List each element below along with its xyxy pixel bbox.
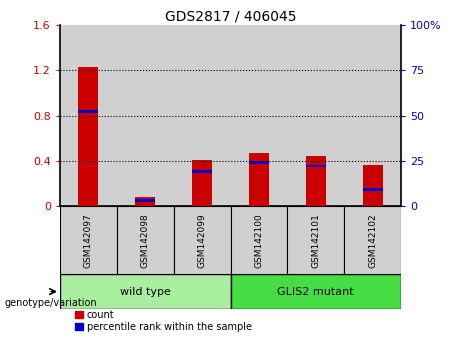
Bar	[230, 206, 287, 274]
Text: GSM142101: GSM142101	[311, 213, 320, 268]
Bar	[287, 206, 344, 274]
Bar	[117, 206, 174, 274]
Bar	[117, 25, 174, 206]
Bar	[306, 165, 326, 167]
Text: GSM142097: GSM142097	[84, 213, 93, 268]
Bar	[249, 153, 269, 206]
Bar	[363, 165, 383, 206]
Bar	[230, 25, 287, 206]
Bar	[230, 274, 401, 309]
Text: GLIS2 mutant: GLIS2 mutant	[278, 287, 354, 297]
Bar	[174, 25, 230, 206]
Bar	[174, 206, 230, 274]
Bar	[78, 110, 98, 113]
Text: GSM142102: GSM142102	[368, 213, 377, 268]
Bar	[60, 274, 230, 309]
Bar	[192, 170, 212, 173]
Text: wild type: wild type	[120, 287, 171, 297]
Bar	[249, 161, 269, 164]
Text: GSM142098: GSM142098	[141, 213, 150, 268]
Bar	[287, 25, 344, 206]
Text: genotype/variation: genotype/variation	[5, 298, 97, 308]
Bar	[135, 199, 155, 202]
Text: GSM142099: GSM142099	[198, 213, 207, 268]
Bar	[344, 25, 401, 206]
Bar	[60, 206, 117, 274]
Bar	[192, 160, 212, 206]
Bar	[363, 188, 383, 191]
Legend: count, percentile rank within the sample: count, percentile rank within the sample	[75, 310, 252, 332]
Text: GSM142100: GSM142100	[254, 213, 263, 268]
Bar	[60, 25, 117, 206]
Title: GDS2817 / 406045: GDS2817 / 406045	[165, 10, 296, 24]
Bar	[135, 197, 155, 206]
Bar	[306, 156, 326, 206]
Bar	[344, 206, 401, 274]
Bar	[78, 67, 98, 206]
